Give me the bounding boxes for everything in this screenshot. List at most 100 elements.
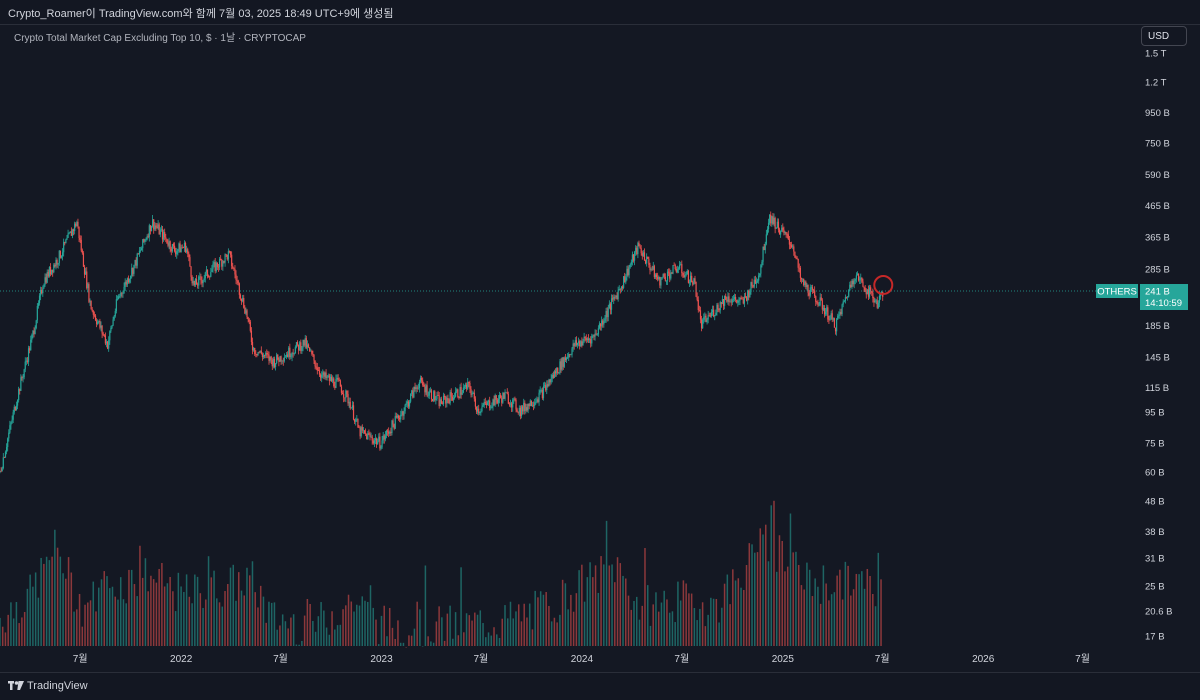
candle-body bbox=[718, 309, 720, 311]
candle-body bbox=[4, 451, 7, 458]
price-axis-label: 145 B bbox=[1145, 353, 1170, 364]
volume-bar bbox=[221, 606, 224, 646]
candle-body bbox=[251, 341, 254, 351]
volume-bar bbox=[526, 617, 528, 646]
candle-body bbox=[434, 391, 436, 400]
candle-body bbox=[247, 317, 249, 320]
candle-body bbox=[724, 295, 726, 306]
volume-bar bbox=[334, 629, 336, 646]
candle-body bbox=[264, 355, 266, 356]
volume-bar bbox=[635, 596, 638, 646]
candle-body bbox=[150, 226, 153, 232]
candle-body bbox=[59, 250, 61, 258]
candle-body bbox=[23, 369, 25, 378]
volume-bar bbox=[257, 607, 259, 646]
candle-body bbox=[279, 356, 281, 362]
chart-area[interactable]: 1.5 T 1.2 T 950 B 750 B 590 B 465 B 365 B 285 B… bbox=[0, 24, 1200, 672]
candle-body bbox=[459, 387, 461, 398]
candle-body bbox=[627, 268, 629, 275]
candle-body bbox=[200, 276, 202, 281]
candle-body bbox=[243, 298, 245, 308]
volume-bar bbox=[259, 585, 262, 646]
candle-body bbox=[344, 397, 346, 399]
candle-body bbox=[692, 282, 694, 285]
volume-bar bbox=[586, 577, 589, 646]
candle-body bbox=[254, 347, 256, 354]
candle-body bbox=[299, 342, 301, 351]
candle-body bbox=[662, 274, 664, 278]
candle-body bbox=[480, 411, 482, 412]
candle-body bbox=[540, 389, 542, 391]
candle-body bbox=[535, 401, 537, 403]
candle-body bbox=[0, 470, 2, 472]
candle-body bbox=[771, 216, 773, 224]
volume-bar bbox=[394, 638, 396, 646]
candle-body bbox=[821, 300, 823, 310]
candle-body bbox=[417, 388, 419, 389]
volume-bar bbox=[188, 596, 191, 646]
volume-bar bbox=[646, 585, 649, 646]
volume-bar bbox=[690, 593, 693, 646]
candle-body bbox=[818, 305, 820, 306]
candle-body bbox=[106, 341, 109, 349]
footer-brand[interactable]: TradingView bbox=[27, 680, 88, 692]
candle-body bbox=[501, 397, 503, 403]
candle-body bbox=[861, 277, 863, 282]
candle-body bbox=[330, 376, 333, 382]
candle-body bbox=[866, 289, 868, 295]
candle-body bbox=[856, 273, 859, 276]
tradingview-logo-icon[interactable] bbox=[8, 680, 24, 692]
candle-body bbox=[486, 401, 489, 405]
candle-body bbox=[412, 390, 414, 398]
candle-body bbox=[842, 301, 844, 305]
volume-bar bbox=[666, 599, 668, 646]
candle-body bbox=[43, 284, 45, 289]
candle-body bbox=[563, 357, 565, 367]
volume-bar bbox=[583, 601, 586, 646]
candle-body bbox=[215, 262, 217, 272]
candle-body bbox=[90, 300, 92, 310]
volume-bar bbox=[630, 609, 633, 646]
candle-body bbox=[794, 251, 796, 258]
volume-bar bbox=[87, 602, 89, 646]
candle-body bbox=[225, 254, 227, 255]
candle-body bbox=[871, 291, 873, 293]
candle-body bbox=[21, 377, 23, 379]
candle-body bbox=[32, 330, 34, 336]
candle-body bbox=[149, 225, 152, 232]
candle-body bbox=[592, 335, 594, 336]
currency-button[interactable]: USD bbox=[1141, 26, 1187, 46]
volume-bar bbox=[817, 586, 819, 646]
volume-bar bbox=[139, 545, 141, 646]
candle-body bbox=[256, 354, 258, 356]
candle-body bbox=[226, 254, 228, 260]
candle-body bbox=[729, 301, 731, 303]
candle-body bbox=[617, 290, 619, 299]
candle-body bbox=[538, 392, 540, 402]
candle-body bbox=[277, 354, 279, 360]
volume-axis-label: 48 B bbox=[1145, 497, 1165, 508]
candle-body bbox=[231, 254, 233, 266]
candle-body bbox=[579, 341, 581, 347]
price-axis-label: 185 B bbox=[1145, 321, 1170, 332]
candle-body bbox=[545, 385, 547, 391]
price-chart[interactable]: 1.5 T 1.2 T 950 B 750 B 590 B 465 B 365 B 285 B… bbox=[0, 24, 1200, 672]
candle-body bbox=[313, 354, 315, 361]
volume-bar bbox=[367, 601, 369, 646]
candle-body bbox=[669, 272, 671, 279]
candle-body bbox=[369, 434, 371, 437]
volume-bar bbox=[265, 622, 267, 646]
candle-body bbox=[113, 316, 115, 320]
candle-body bbox=[35, 320, 37, 329]
candle-body bbox=[175, 251, 177, 255]
volume-axis-label: 25 B bbox=[1145, 581, 1165, 592]
volume-bar bbox=[660, 602, 663, 646]
volume-bar bbox=[191, 603, 193, 646]
candle-body bbox=[172, 244, 175, 246]
candle-body bbox=[351, 405, 354, 408]
volume-bar bbox=[693, 607, 696, 646]
candle-body bbox=[839, 311, 841, 315]
volume-bar bbox=[21, 617, 23, 646]
volume-bar bbox=[166, 583, 169, 646]
candle-body bbox=[3, 457, 5, 458]
